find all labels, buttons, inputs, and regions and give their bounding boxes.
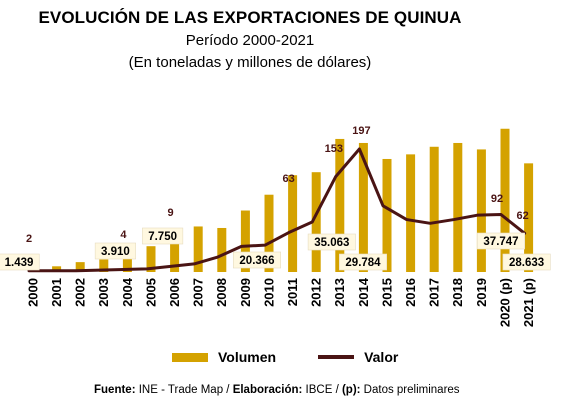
- bar-2002: [75, 262, 85, 272]
- x-tick-label: 2021 (p): [521, 278, 536, 327]
- line-data-label: 63: [282, 173, 294, 185]
- x-tick-label: 2015: [379, 278, 394, 307]
- chart-subtitle-units: (En toneladas y millones de dólares): [128, 54, 372, 71]
- bar-2004: [122, 257, 132, 272]
- bar-data-label: 35.063: [314, 237, 349, 249]
- legend-item-volumen: Volumen: [172, 349, 276, 365]
- x-tick-label: 2008: [214, 278, 229, 307]
- bar-2010: [264, 194, 274, 272]
- footer-fuente-label: Fuente:: [94, 384, 136, 396]
- line-data-label: 4: [120, 229, 127, 241]
- x-tick-label: 2003: [96, 278, 111, 307]
- line-data-label: 62: [516, 210, 528, 222]
- x-tick-label: 2004: [120, 277, 135, 307]
- bar-label-box: [233, 251, 282, 269]
- x-tick-label: 2019: [474, 278, 489, 307]
- bar-data-label: 28.633: [509, 257, 544, 269]
- bar-label-box: [476, 232, 525, 250]
- footer-elaboracion-text: IBCE /: [302, 384, 342, 396]
- legend-swatch-volumen: [172, 352, 208, 362]
- legend: Volumen Valor: [172, 349, 440, 365]
- x-tick-label: 2007: [191, 278, 206, 307]
- bar-2009: [240, 210, 250, 272]
- legend-label-valor: Valor: [364, 349, 399, 365]
- x-tick-label: 2012: [309, 278, 324, 307]
- bar-2014: [358, 142, 368, 272]
- x-tick-label: 2001: [49, 278, 64, 307]
- bar-2003: [99, 259, 109, 272]
- line-data-label: 197: [352, 125, 370, 137]
- x-tick-label: 2006: [167, 278, 182, 307]
- line-valor: [27, 147, 527, 273]
- bar-2001: [52, 266, 62, 272]
- line-data-label: 153: [325, 143, 343, 155]
- bar-2012: [311, 172, 321, 272]
- x-tick-label: 2000: [25, 278, 40, 307]
- bar-2015: [382, 158, 392, 272]
- x-tick-label: 2002: [73, 278, 88, 307]
- x-tick-label: 2005: [143, 278, 158, 307]
- bar-2021p: [524, 163, 534, 272]
- chart-subtitle-period: Período 2000-2021: [185, 32, 315, 49]
- bar-2017: [429, 146, 439, 272]
- bar-label-box: [94, 242, 136, 260]
- bar-2008: [217, 227, 227, 272]
- footer-elaboracion-label: Elaboración:: [232, 384, 303, 396]
- bar-label-box: [338, 253, 387, 271]
- legend-item-valor: Valor: [318, 349, 398, 365]
- bar-data-label: 29.784: [345, 257, 381, 269]
- x-tick-label: 2018: [450, 278, 465, 307]
- source-footer: Fuente: INE - Trade Map / Elaboración: I…: [94, 384, 460, 396]
- bar-data-label: 37.747: [483, 236, 518, 248]
- x-tick-label: 2010: [261, 278, 276, 307]
- line-data-label: 92: [491, 193, 503, 205]
- x-tick-label: 2020 (p): [497, 278, 512, 327]
- bar-data-label: 1.439: [5, 257, 34, 269]
- x-tick-label: 2011: [285, 278, 300, 306]
- bar-data-label: 3.910: [101, 246, 130, 258]
- legend-label-volumen: Volumen: [218, 349, 277, 365]
- bar-label-box: [307, 233, 356, 251]
- x-tick-label: 2017: [427, 278, 442, 307]
- x-tick-label: 2013: [332, 278, 347, 307]
- footer-p-text: Datos preliminares: [360, 384, 460, 396]
- chart-title: EVOLUCIÓN DE LAS EXPORTACIONES DE QUINUA: [38, 8, 462, 27]
- bar-2020p: [500, 128, 510, 272]
- bar-2016: [406, 154, 416, 272]
- bar-2006: [170, 242, 180, 272]
- x-tick-label: 2014: [356, 277, 371, 307]
- bar-data-label: 7.750: [148, 231, 177, 243]
- bar-2011: [288, 175, 298, 272]
- x-tick-label: 2009: [238, 278, 253, 307]
- bar-2019: [476, 149, 486, 272]
- x-tick-label: 2016: [403, 278, 418, 307]
- bar-2018: [453, 142, 463, 272]
- footer-p-label: (p):: [341, 384, 361, 396]
- bar-label-box: [142, 227, 184, 245]
- footer-fuente-text: INE - Trade Map /: [135, 384, 233, 396]
- bar-2007: [193, 226, 203, 272]
- bar-label-box: [0, 253, 40, 271]
- line-data-label: 9: [168, 207, 174, 219]
- legend-swatch-valor: [318, 355, 355, 359]
- bar-data-label: 20.366: [239, 255, 274, 267]
- bar-label-box: [502, 253, 551, 271]
- line-data-label: 2: [26, 233, 32, 245]
- bar-2005: [146, 246, 156, 272]
- bar-2013: [335, 138, 345, 272]
